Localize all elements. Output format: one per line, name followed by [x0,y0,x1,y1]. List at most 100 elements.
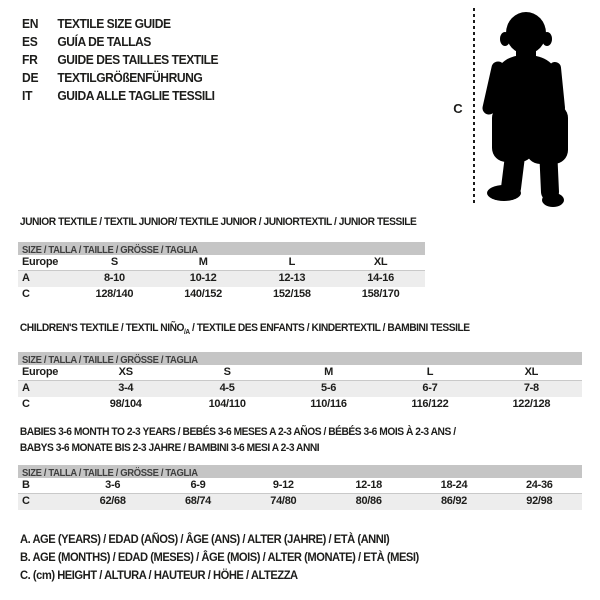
table-row: A 8-10 10-12 12-13 14-16 [18,271,425,287]
table-cell: 92/98 [526,495,553,507]
table-children: SIZE / TALLA / TAILLE / GRÖSSE / TAGLIA … [18,352,582,413]
legend-line: B. AGE (MONTHS) / EDAD (MESES) / ÂGE (MO… [20,550,419,564]
measurement-legend: A. AGE (YEARS) / EDAD (AÑOS) / ÂGE (ANS)… [20,530,419,584]
height-measure-line [473,8,475,206]
table-cell: XS [118,366,133,379]
baby-silhouette-icon [482,12,568,207]
row-label: A [22,382,30,395]
table-title-line: BABIES 3-6 MONTH TO 2-3 YEARS / BEBÉS 3-… [19,426,456,438]
language-row: FR GUIDE DES TAILLES TEXTILE [22,51,219,69]
height-measure-label: C [453,101,463,116]
language-code: EN [22,16,39,31]
table-cell: 116/122 [411,398,449,411]
language-title: GUIDE DES TAILLES TEXTILE [57,52,219,67]
language-title: GUÍA DE TALLAS [57,34,151,49]
table-cell: S [223,366,231,379]
language-list: EN TEXTILE SIZE GUIDE ES GUÍA DE TALLAS FR GU… [22,15,219,105]
language-row: ES GUÍA DE TALLAS [22,33,218,51]
row-label: B [22,479,30,491]
table-size-header: SIZE / TALLA / TAILLE / GRÖSSE / TAGLIA [18,242,425,255]
table-cell: 6-9 [190,479,206,491]
table-cell: XL [373,256,388,268]
row-label: A [22,272,30,284]
table-title-line: CHILDREN'S TEXTILE / TEXTIL NIÑO/A / TEX… [19,322,470,337]
row-label: C [22,288,30,300]
table-cell: M [324,366,333,379]
size-header-label: SIZE / TALLA / TAILLE / GRÖSSE / TAGLIA [22,467,198,478]
table-cell: L [426,366,434,379]
row-label: C [22,398,30,411]
table-cell: 128/140 [95,288,134,300]
table-row: C 62/68 68/74 74/80 80/86 86/92 92/98 [18,494,582,510]
table-cell: 104/110 [208,398,246,411]
row-label: C [22,495,30,507]
table-title-junior: JUNIOR TEXTILE / TEXTIL JUNIOR/ TEXTILE … [18,214,417,230]
legend-line: C. (cm) HEIGHT / ALTURA / HAUTEUR / HÖHE… [20,568,298,582]
table-cell: 12-18 [355,479,382,491]
table-cell: 3-6 [105,479,121,491]
table-cell: 8-10 [103,272,125,284]
language-code: FR [22,52,38,67]
language-title: GUIDA ALLE TAGLIE TESSILI [57,88,215,103]
language-code: DE [22,70,39,85]
size-header-label: SIZE / TALLA / TAILLE / GRÖSSE / TAGLIA [22,354,198,366]
table-cell: 74/80 [270,495,297,507]
language-row: EN TEXTILE SIZE GUIDE [22,15,218,33]
table-rows: Europe S M L XL A 8-10 10-12 12-13 14-16 C 128/140 1… [18,255,425,303]
table-row: Europe S M L XL [18,255,425,271]
table-cell: 24-36 [525,479,553,491]
table-cell: 158/170 [361,288,400,300]
table-cell: 98/104 [109,398,142,411]
language-row: IT GUIDA ALLE TAGLIE TESSILI [22,87,218,105]
table-babies: SIZE / TALLA / TAILLE / GRÖSSE / TAGLIA … [18,465,582,510]
table-cell: 62/68 [99,495,126,507]
size-table-babies: BABIES 3-6 MONTH TO 2-3 YEARS / BEBÉS 3-… [18,424,582,510]
size-table-children: CHILDREN'S TEXTILE / TEXTIL NIÑO/A / TEX… [18,320,582,413]
size-header-label: SIZE / TALLA / TAILLE / GRÖSSE / TAGLIA [22,244,198,255]
table-row: B 3-6 6-9 9-12 12-18 18-24 24-36 [18,478,582,494]
table-row: A 3-4 4-5 5-6 6-7 7-8 [18,381,582,398]
row-label: Europe [22,366,59,379]
table-cell: 4-5 [219,382,235,395]
table-cell: XL [524,366,539,379]
table-cell: 7-8 [523,382,539,395]
language-row: DE TEXTILGRÖßENFÜHRUNG [22,69,218,87]
table-size-header: SIZE / TALLA / TAILLE / GRÖSSE / TAGLIA [18,465,582,478]
table-title-children: CHILDREN'S TEXTILE / TEXTIL NIÑO/A / TEX… [18,320,543,341]
table-cell: 110/116 [310,398,347,411]
table-cell: S [110,256,118,268]
language-title: TEXTILE SIZE GUIDE [57,16,171,31]
table-title-line: JUNIOR TEXTILE / TEXTIL JUNIOR/ TEXTILE … [19,216,417,228]
table-cell: M [198,256,208,268]
table-cell: 140/152 [184,288,222,300]
table-cell: 80/86 [355,495,382,507]
size-table-junior: JUNIOR TEXTILE / TEXTIL JUNIOR/ TEXTILE … [18,214,425,303]
language-title: TEXTILGRÖßENFÜHRUNG [57,70,203,85]
table-row: C 98/104 104/110 110/116 116/122 122/128 [18,397,582,413]
language-code: IT [22,88,33,103]
table-cell: 10-12 [189,272,217,284]
row-label: Europe [22,256,59,268]
table-row: Europe XS S M L XL [18,365,582,382]
table-cell: 86/92 [440,495,467,507]
table-junior: SIZE / TALLA / TAILLE / GRÖSSE / TAGLIA … [18,242,425,303]
table-cell: 6-7 [422,382,438,395]
table-title-babies: BABIES 3-6 MONTH TO 2-3 YEARS / BEBÉS 3-… [18,424,543,456]
table-cell: 122/128 [512,398,551,411]
table-rows: Europe XS S M L XL A 3-4 4-5 5-6 6-7 7-8 C 98/104 104/… [18,365,582,413]
table-title-line: BABYS 3-6 MONATE BIS 2-3 JAHRE / BAMBINI… [19,442,320,454]
table-cell: 18-24 [440,479,468,491]
legend-line: A. AGE (YEARS) / EDAD (AÑOS) / ÂGE (ANS)… [20,532,390,546]
table-cell: 12-13 [278,272,306,284]
title-subscript: /A [183,329,190,337]
table-row: C 128/140 140/152 152/158 158/170 [18,287,425,303]
table-cell: 152/158 [273,288,311,300]
table-cell: 9-12 [272,479,294,491]
table-cell: 5-6 [321,382,337,395]
table-rows: B 3-6 6-9 9-12 12-18 18-24 24-36 C 62/68 68/74 74/… [18,478,582,510]
table-cell: 3-4 [118,382,134,395]
table-cell: 68/74 [184,495,211,507]
table-cell: L [288,256,296,268]
language-code: ES [22,34,38,49]
table-size-header: SIZE / TALLA / TAILLE / GRÖSSE / TAGLIA [18,352,582,366]
